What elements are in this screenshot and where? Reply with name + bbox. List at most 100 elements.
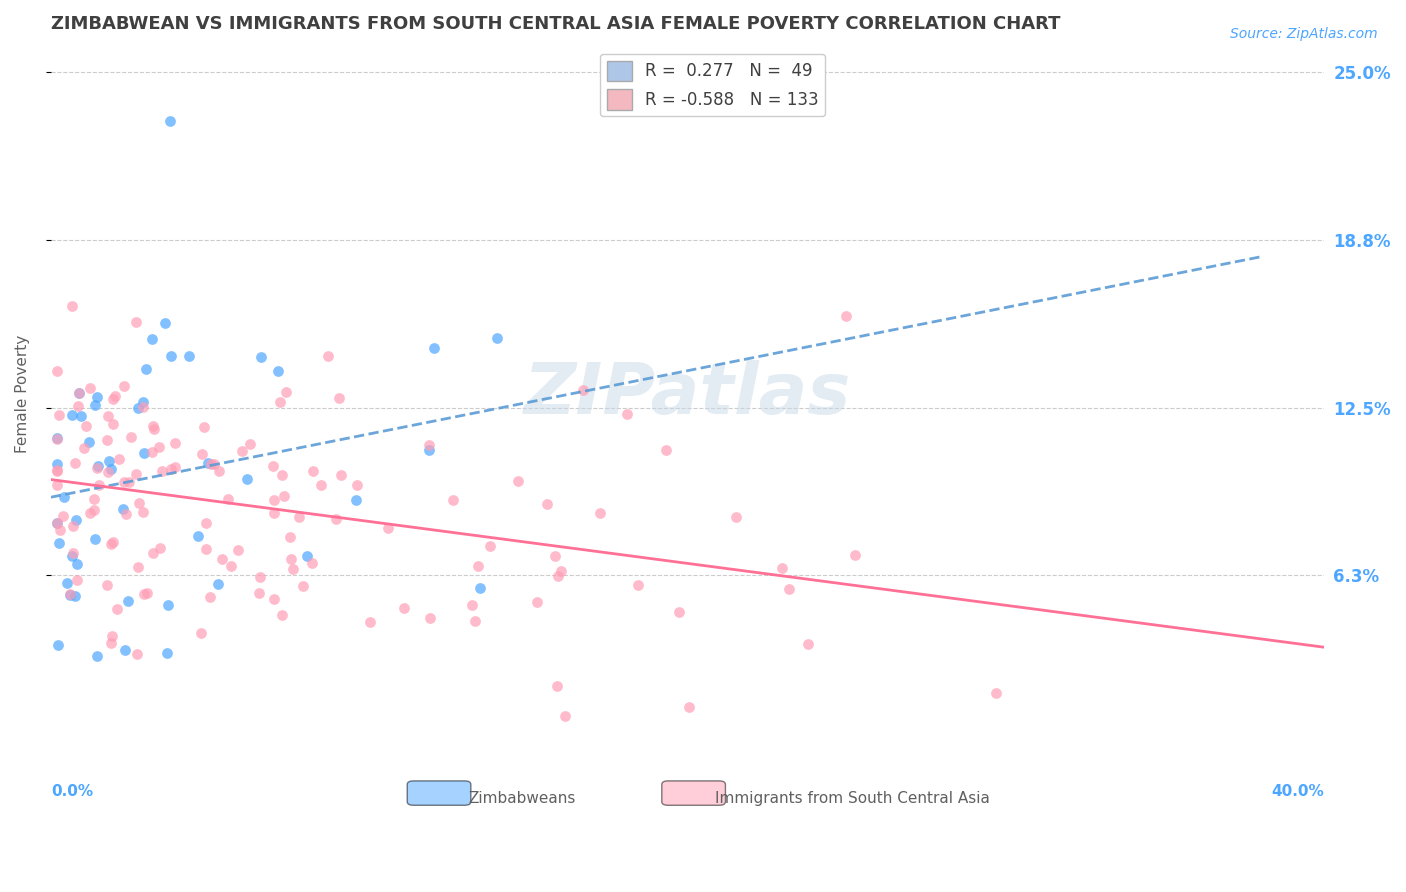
Text: 40.0%: 40.0% — [1271, 784, 1323, 799]
Point — [163, 460, 186, 475]
Point — [128, 496, 150, 510]
Point — [208, 464, 231, 478]
Legend: R =  0.277   N =  49, R = -0.588   N = 133: R = 0.277 N = 49, R = -0.588 N = 133 — [600, 54, 825, 116]
Point — [678, 699, 700, 714]
Point — [142, 546, 165, 560]
Point — [105, 602, 128, 616]
Point — [278, 530, 301, 544]
Point — [263, 492, 285, 507]
Point — [464, 614, 486, 628]
Point — [132, 505, 155, 519]
Point — [544, 549, 567, 564]
Point — [554, 708, 576, 723]
Point — [100, 461, 122, 475]
Point — [101, 392, 124, 406]
Point — [283, 562, 305, 576]
Point — [239, 437, 262, 451]
Point — [125, 467, 148, 481]
Point — [46, 432, 69, 446]
Point — [52, 508, 75, 523]
Point — [249, 569, 271, 583]
Point — [149, 541, 172, 555]
Point — [141, 445, 163, 459]
Point — [274, 384, 297, 399]
Point — [100, 536, 122, 550]
Point — [419, 611, 441, 625]
Point — [195, 516, 218, 531]
Point — [193, 420, 215, 434]
Point — [83, 532, 105, 546]
Point — [627, 577, 650, 591]
Point — [97, 453, 120, 467]
Point — [211, 552, 233, 566]
Point — [135, 586, 157, 600]
Point — [120, 430, 142, 444]
Point — [191, 447, 214, 461]
Point — [330, 468, 353, 483]
Point — [770, 561, 793, 575]
Y-axis label: Female Poverty: Female Poverty — [15, 335, 30, 453]
Point — [247, 586, 270, 600]
Point — [725, 509, 748, 524]
Point — [195, 542, 218, 557]
Point — [49, 523, 72, 537]
Point — [202, 457, 225, 471]
Point — [62, 546, 84, 560]
Point — [316, 349, 339, 363]
Point — [62, 549, 84, 563]
FancyBboxPatch shape — [662, 780, 725, 805]
Point — [63, 456, 86, 470]
Point — [60, 299, 83, 313]
Point — [142, 422, 165, 436]
Point — [96, 578, 118, 592]
Point — [197, 456, 219, 470]
Point — [127, 401, 149, 416]
Point — [269, 395, 291, 409]
FancyBboxPatch shape — [408, 780, 471, 805]
Point — [159, 114, 181, 128]
Text: ZIPatlas: ZIPatlas — [523, 359, 851, 429]
Point — [207, 576, 229, 591]
Point — [86, 390, 108, 404]
Point — [89, 478, 111, 492]
Point — [131, 401, 153, 415]
Point — [101, 417, 124, 431]
Point — [441, 493, 464, 508]
Point — [263, 592, 285, 607]
Point — [160, 461, 183, 475]
Point — [135, 362, 157, 376]
Point — [100, 636, 122, 650]
Point — [291, 579, 314, 593]
Point — [200, 458, 222, 472]
Point — [668, 605, 690, 619]
Point — [48, 408, 70, 422]
Point — [616, 407, 638, 421]
Point — [132, 586, 155, 600]
Point — [83, 491, 105, 506]
Point — [359, 615, 381, 629]
Point — [177, 349, 200, 363]
Point — [46, 478, 69, 492]
Point — [101, 629, 124, 643]
Point — [117, 475, 139, 489]
Point — [46, 463, 69, 477]
Point — [134, 446, 156, 460]
Point — [778, 582, 800, 596]
Point — [263, 507, 285, 521]
Point — [478, 539, 501, 553]
Point — [526, 595, 548, 609]
Point — [377, 521, 399, 535]
Text: Source: ZipAtlas.com: Source: ZipAtlas.com — [1230, 27, 1378, 41]
Point — [77, 434, 100, 449]
Point — [62, 519, 84, 533]
Point — [79, 506, 101, 520]
Point — [150, 464, 173, 478]
Point — [231, 444, 253, 458]
Point — [654, 442, 676, 457]
Point — [423, 341, 446, 355]
Point — [73, 442, 96, 456]
Point — [63, 590, 86, 604]
Point — [217, 492, 239, 507]
Point — [112, 475, 135, 489]
Point — [125, 315, 148, 329]
